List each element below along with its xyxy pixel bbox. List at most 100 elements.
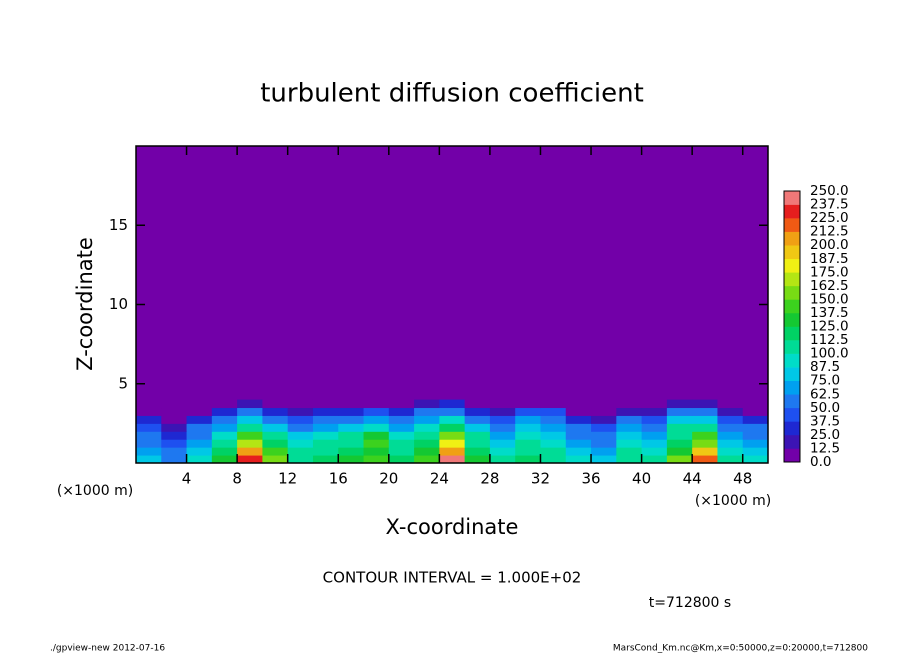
field-cell [742, 415, 769, 424]
field-cell [262, 407, 289, 416]
field-cell [388, 415, 415, 424]
field-cell [540, 415, 567, 424]
colorbar-label: 62.5 [810, 386, 840, 402]
field-cell [489, 455, 516, 464]
field-cell [717, 431, 744, 440]
colorbar-label: 12.5 [810, 440, 840, 456]
field-cell [161, 407, 188, 416]
field-cell [540, 439, 567, 448]
field-cell [565, 399, 592, 409]
field-cell [161, 439, 188, 448]
colorbar-band [784, 407, 800, 422]
field-cell [591, 431, 617, 440]
colorbar-label: 200.0 [810, 237, 849, 253]
field-cell [515, 447, 541, 456]
field-cell [136, 407, 162, 416]
field-cell [414, 439, 440, 448]
field-cell [363, 423, 390, 432]
field-cell [464, 415, 491, 424]
colorbar-label: 187.5 [810, 251, 849, 267]
field-cell [641, 431, 668, 440]
colorbar-band [784, 245, 800, 260]
field-cell [388, 431, 415, 440]
field-cell [439, 423, 466, 432]
field-cell [211, 447, 238, 456]
y-tick-label: 15 [109, 216, 128, 234]
field-cell [161, 415, 188, 424]
colorbar-label: 87.5 [810, 359, 840, 375]
x-tick-label: 44 [683, 470, 702, 488]
field-cell [414, 423, 440, 432]
field-cell [591, 423, 617, 432]
field-cell [717, 415, 744, 424]
field-cell [414, 431, 440, 440]
field-cell [186, 423, 213, 432]
field-cell [464, 447, 491, 456]
field-cell [338, 407, 365, 416]
field-cell [565, 447, 592, 456]
colorbar-band [784, 258, 800, 273]
field-cell [742, 447, 769, 456]
field-cell [287, 455, 314, 464]
field-cell [464, 423, 491, 432]
field-cell [439, 439, 466, 448]
field-cell [237, 407, 263, 416]
colorbar-label: 175.0 [810, 264, 849, 280]
field-cell [211, 423, 238, 432]
field-cell [312, 399, 339, 409]
colorbar-band [784, 191, 800, 205]
colorbar-label: 212.5 [810, 224, 849, 240]
field-cell [692, 407, 718, 416]
field-cell [489, 447, 516, 456]
field-cell [439, 399, 466, 409]
field-cell [161, 431, 188, 440]
x-unit-label: (×1000 m) [57, 483, 133, 499]
field-cell [136, 423, 162, 432]
field-cell [692, 423, 718, 432]
x-tick-label: 12 [278, 470, 297, 488]
field-cell [489, 415, 516, 424]
field-cell [211, 415, 238, 424]
x-tick-label: 48 [733, 470, 752, 488]
field-cell [237, 455, 263, 464]
field-cell [388, 439, 415, 448]
x-tick-label: 16 [329, 470, 348, 488]
field-cell [641, 439, 668, 448]
colorbar-label: 0.0 [810, 454, 831, 470]
field-cell [388, 455, 415, 464]
footer-left: ./gpview-new 2012-07-16 [50, 644, 165, 654]
field-cell [666, 407, 693, 416]
field-cell [287, 431, 314, 440]
field-cell [136, 439, 162, 448]
x-tick-label: 20 [379, 470, 398, 488]
field-cell [161, 447, 188, 456]
field-cell [742, 423, 769, 432]
field-cell [287, 439, 314, 448]
x-tick-label: 8 [232, 470, 242, 488]
colorbar-band [784, 299, 800, 314]
field-cell [515, 439, 541, 448]
field-cell [464, 399, 491, 409]
field-cell [717, 455, 744, 464]
field-cell [161, 455, 188, 464]
field-cell [312, 431, 339, 440]
field-cell [489, 423, 516, 432]
field-cell [717, 407, 744, 416]
colorbar-band [784, 218, 800, 232]
colorbar-label: 125.0 [810, 319, 849, 335]
field-cell [312, 455, 339, 464]
field-cell [414, 447, 440, 456]
colorbar-label: 237.5 [810, 197, 849, 213]
field-cell [666, 399, 693, 409]
y-axis-label: Z-coordinate [73, 237, 97, 371]
field-cell [363, 431, 390, 440]
field-cell [565, 439, 592, 448]
field-cell [742, 407, 769, 416]
field-cell [692, 431, 718, 440]
field-cell [262, 431, 289, 440]
field-cell [237, 439, 263, 448]
field-cell [237, 415, 263, 424]
field-cell [338, 423, 365, 432]
field-cell [439, 407, 466, 416]
